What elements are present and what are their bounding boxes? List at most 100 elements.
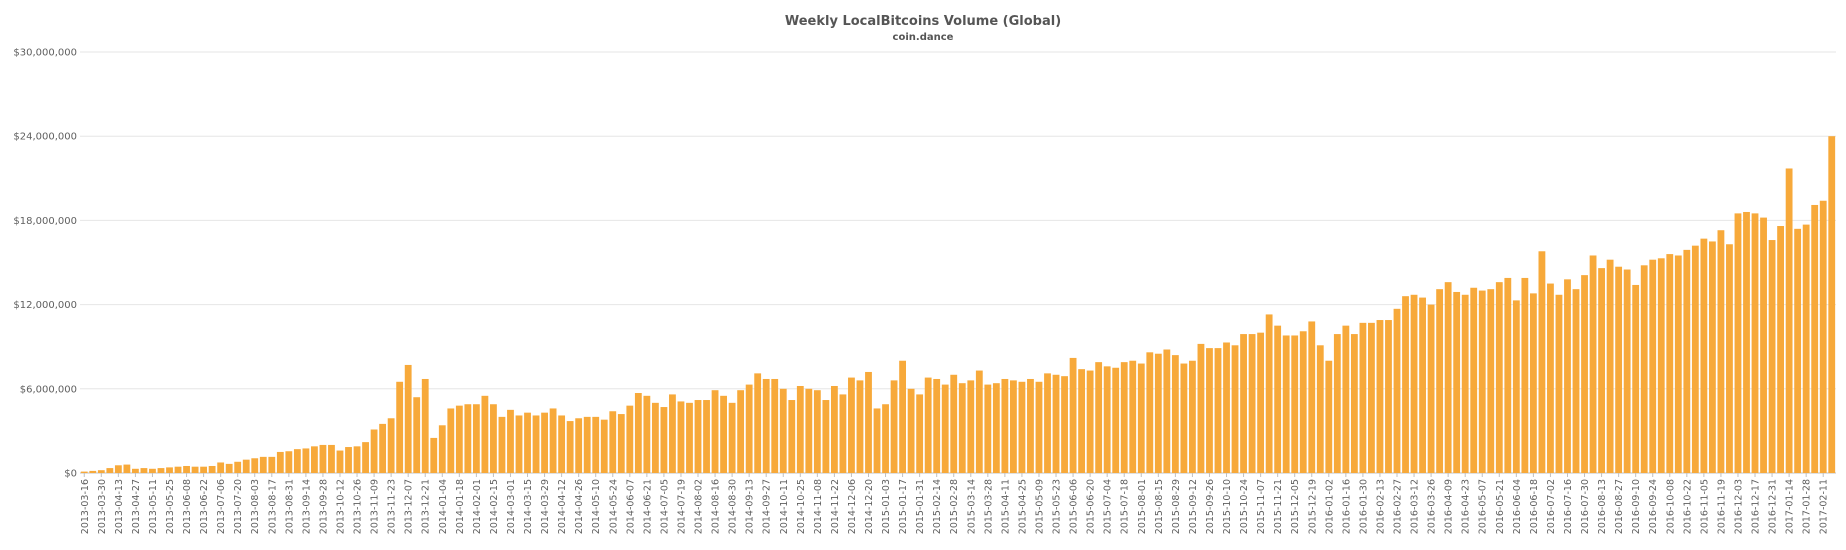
x-tick-label: 2013-12-21 — [421, 479, 432, 534]
x-tick-label: 2013-09-28 — [318, 479, 329, 534]
x-tick-label: 2014-08-02 — [694, 479, 705, 534]
bar — [1078, 369, 1086, 473]
bar — [1308, 321, 1316, 473]
y-tick-label: $0 — [64, 469, 77, 480]
bar — [498, 416, 506, 473]
bar — [796, 385, 804, 473]
bar — [788, 400, 796, 473]
x-tick-label: 2016-02-13 — [1375, 479, 1386, 534]
bar — [1265, 314, 1273, 473]
x-tick-label: 2013-06-22 — [199, 479, 210, 534]
bar — [472, 404, 480, 473]
bar — [924, 377, 932, 473]
bar — [830, 385, 838, 473]
bar — [217, 462, 225, 473]
bar — [1436, 289, 1444, 473]
bar — [114, 465, 122, 473]
y-tick-label: $12,000,000 — [13, 300, 77, 311]
x-tick-label: 2013-10-12 — [335, 479, 346, 534]
bar — [131, 468, 139, 473]
x-tick-label: 2013-06-08 — [182, 479, 193, 534]
x-tick-label: 2014-03-01 — [506, 479, 517, 534]
bar — [1623, 269, 1631, 473]
x-tick-label: 2016-12-31 — [1768, 479, 1779, 534]
x-tick-label: 2015-08-15 — [1154, 479, 1165, 534]
x-tick-label: 2016-10-08 — [1665, 479, 1676, 534]
bar — [1257, 332, 1265, 473]
bar — [515, 415, 523, 473]
bar — [1325, 360, 1333, 473]
bar — [362, 442, 369, 473]
bar — [1444, 282, 1452, 473]
bar — [1316, 345, 1324, 473]
bar — [1299, 331, 1307, 473]
bar — [779, 388, 787, 473]
x-tick-label: 2014-01-18 — [455, 479, 466, 534]
bar — [1819, 200, 1827, 473]
bar — [660, 407, 668, 473]
x-tick-label: 2013-05-11 — [148, 479, 159, 534]
bar — [1461, 294, 1469, 473]
x-tick-label: 2013-11-09 — [370, 479, 381, 534]
bar — [1555, 294, 1563, 473]
x-tick-label: 2013-08-31 — [284, 479, 295, 534]
bar — [711, 390, 719, 473]
bar — [1615, 266, 1623, 473]
bar — [455, 405, 463, 473]
bar — [1538, 251, 1546, 473]
bar — [1197, 343, 1205, 473]
bar — [626, 405, 634, 473]
bar — [848, 377, 855, 473]
x-tick-label: 2013-07-20 — [233, 479, 244, 534]
bar — [839, 394, 847, 473]
bar — [1274, 325, 1282, 473]
x-tick-label: 2013-03-30 — [97, 479, 108, 534]
bar — [1231, 345, 1239, 473]
bar — [524, 412, 531, 473]
bar — [771, 378, 779, 473]
x-tick-label: 2014-09-27 — [762, 479, 773, 534]
bar — [1427, 304, 1435, 473]
x-tick-label: 2015-06-06 — [1069, 479, 1080, 534]
bar — [1419, 297, 1426, 473]
x-tick-label: 2015-08-01 — [1137, 479, 1148, 534]
bar — [651, 402, 659, 473]
bar — [1657, 258, 1665, 473]
bar — [1674, 255, 1682, 473]
x-tick-label: 2016-11-05 — [1699, 479, 1710, 534]
bar — [140, 468, 148, 473]
x-tick-label: 2015-06-20 — [1086, 479, 1097, 534]
bar — [822, 400, 830, 473]
x-tick-label: 2015-11-07 — [1256, 479, 1267, 534]
bar — [916, 394, 924, 473]
bar — [694, 400, 702, 473]
x-tick-label: 2013-03-16 — [80, 479, 91, 534]
chart-title: Weekly LocalBitcoins Volume (Global) — [784, 14, 1062, 29]
bar — [387, 418, 395, 473]
x-tick-label: 2016-09-10 — [1631, 479, 1642, 534]
x-tick-label: 2015-11-21 — [1273, 479, 1284, 534]
bar — [336, 450, 344, 473]
bar — [174, 466, 182, 473]
bar — [1129, 360, 1137, 473]
bar — [941, 384, 949, 473]
bar — [1402, 296, 1409, 473]
bar — [1504, 277, 1512, 473]
x-tick-label: 2014-11-22 — [830, 479, 841, 534]
bar — [975, 370, 983, 473]
bar — [191, 466, 199, 473]
bar — [166, 467, 173, 473]
bar — [899, 360, 907, 473]
x-tick-label: 2014-06-07 — [625, 479, 636, 534]
bar — [345, 447, 352, 473]
x-tick-label: 2014-10-11 — [779, 479, 790, 534]
bar — [404, 364, 412, 473]
bar — [575, 418, 583, 473]
bar — [421, 378, 429, 473]
bar — [1069, 357, 1077, 473]
x-tick-label: 2015-02-14 — [932, 479, 943, 534]
bar — [566, 421, 574, 473]
bar — [234, 461, 242, 473]
x-tick-label: 2014-10-25 — [796, 479, 807, 534]
